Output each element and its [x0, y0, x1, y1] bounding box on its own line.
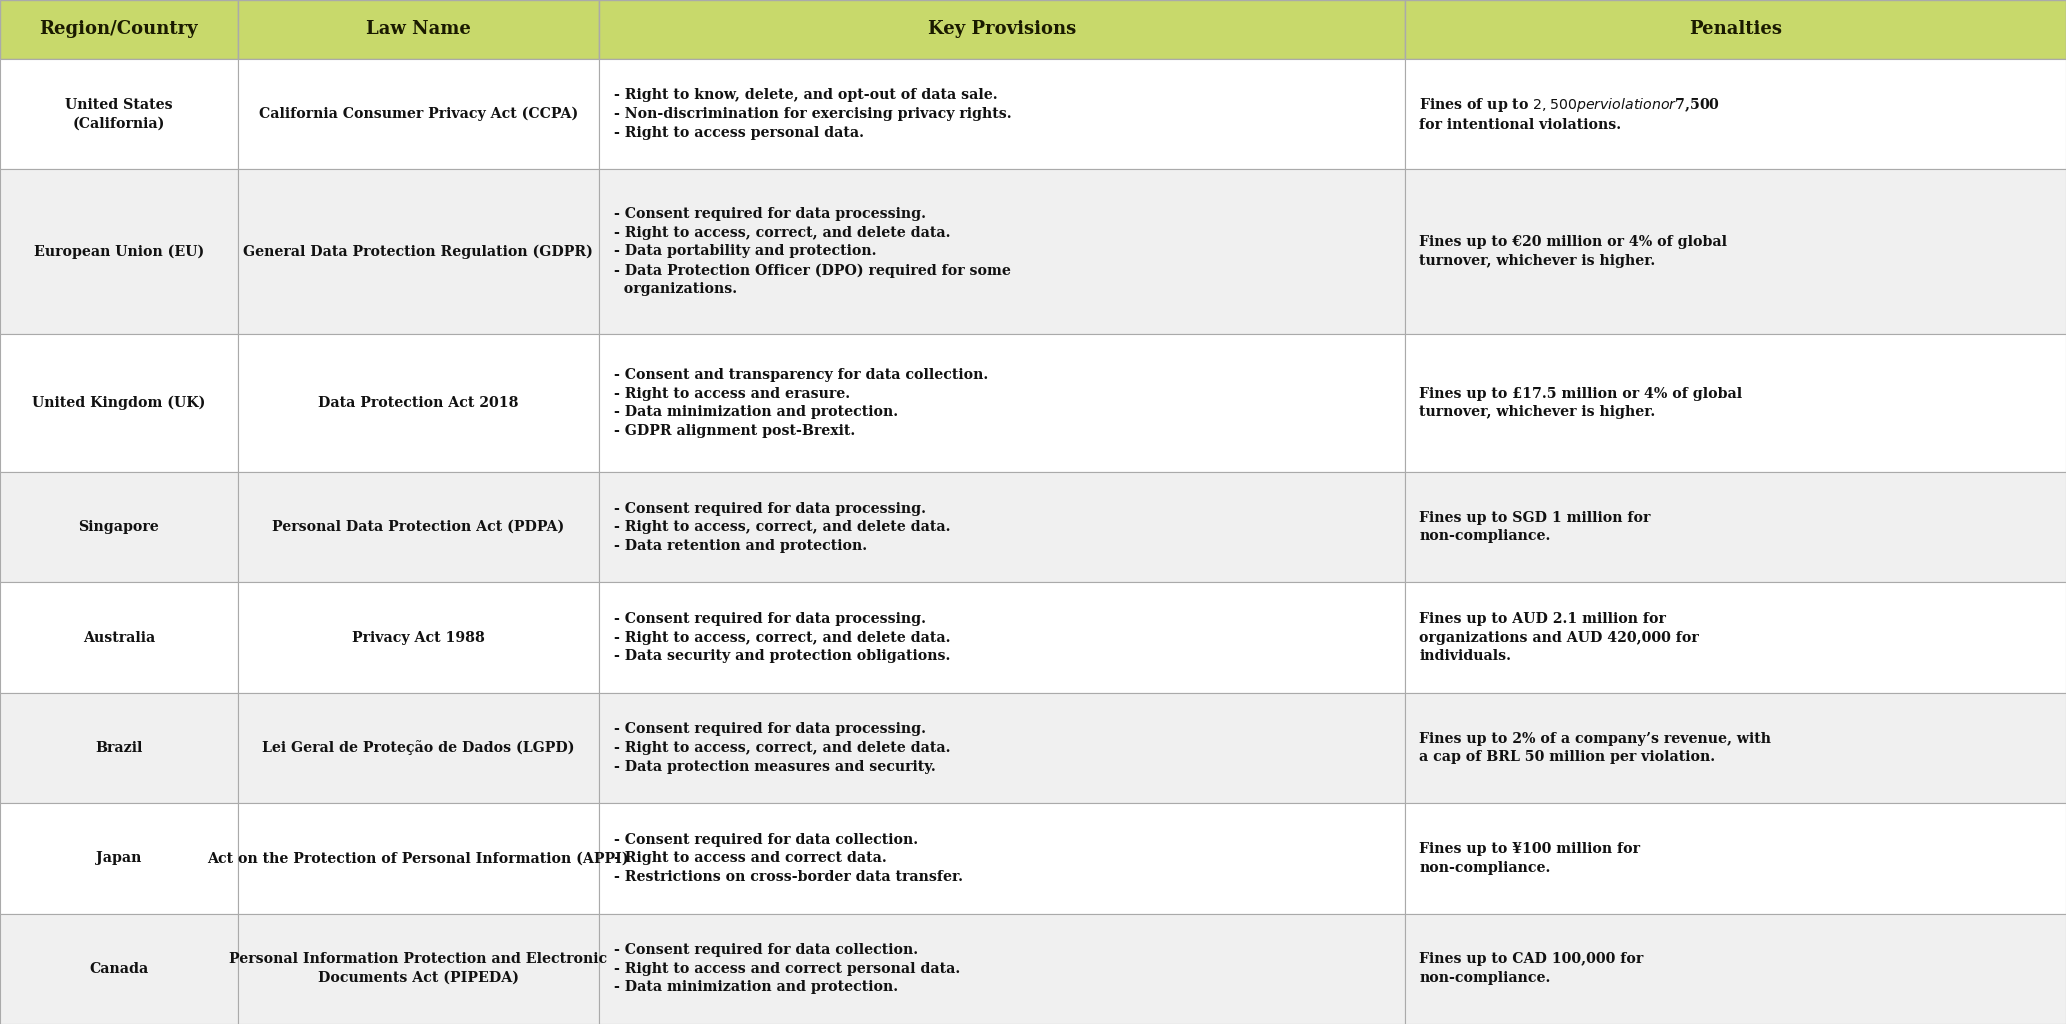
Bar — [599, 0, 1405, 58]
Text: - Consent required for data processing.
- Right to access, correct, and delete d: - Consent required for data processing. … — [614, 722, 950, 773]
Bar — [238, 169, 599, 334]
Text: California Consumer Privacy Act (CCPA): California Consumer Privacy Act (CCPA) — [258, 106, 578, 121]
Text: - Right to know, delete, and opt-out of data sale.
- Non-discrimination for exer: - Right to know, delete, and opt-out of … — [614, 88, 1010, 139]
Text: Key Provisions: Key Provisions — [928, 20, 1076, 38]
Text: - Consent and transparency for data collection.
- Right to access and erasure.
-: - Consent and transparency for data coll… — [614, 369, 988, 438]
Bar — [0, 0, 238, 58]
Bar — [238, 583, 599, 693]
Text: Fines up to ¥100 million for
non-compliance.: Fines up to ¥100 million for non-complia… — [1419, 842, 1640, 874]
Text: Personal Data Protection Act (PDPA): Personal Data Protection Act (PDPA) — [273, 520, 564, 535]
Bar — [0, 334, 238, 472]
Bar — [599, 472, 1405, 583]
Bar — [238, 334, 599, 472]
Bar — [599, 58, 1405, 169]
Text: Privacy Act 1988: Privacy Act 1988 — [351, 631, 486, 644]
Text: European Union (EU): European Union (EU) — [33, 245, 205, 259]
Bar — [0, 583, 238, 693]
Text: - Consent required for data collection.
- Right to access and correct data.
- Re: - Consent required for data collection. … — [614, 833, 963, 884]
Bar — [238, 58, 599, 169]
Text: General Data Protection Regulation (GDPR): General Data Protection Regulation (GDPR… — [244, 245, 593, 259]
Text: Fines up to €20 million or 4% of global
turnover, whichever is higher.: Fines up to €20 million or 4% of global … — [1419, 236, 1727, 268]
Text: Japan: Japan — [97, 851, 140, 865]
Text: Fines of up to $2,500 per violation or $7,500
for intentional violations.: Fines of up to $2,500 per violation or $… — [1419, 95, 1721, 132]
Bar — [0, 693, 238, 803]
Text: Canada: Canada — [89, 962, 149, 976]
Text: Singapore: Singapore — [79, 520, 159, 535]
Bar — [1405, 169, 2066, 334]
Bar — [0, 169, 238, 334]
Bar — [0, 472, 238, 583]
Text: - Consent required for data processing.
- Right to access, correct, and delete d: - Consent required for data processing. … — [614, 502, 950, 553]
Bar — [0, 803, 238, 913]
Bar — [238, 913, 599, 1024]
Bar — [238, 472, 599, 583]
Text: Region/Country: Region/Country — [39, 20, 198, 38]
Text: - Consent required for data processing.
- Right to access, correct, and delete d: - Consent required for data processing. … — [614, 207, 1010, 296]
Bar — [1405, 913, 2066, 1024]
Text: Australia: Australia — [83, 631, 155, 644]
Bar — [1405, 334, 2066, 472]
Text: Fines up to CAD 100,000 for
non-compliance.: Fines up to CAD 100,000 for non-complian… — [1419, 952, 1645, 985]
Text: Fines up to SGD 1 million for
non-compliance.: Fines up to SGD 1 million for non-compli… — [1419, 511, 1651, 544]
Bar — [1405, 583, 2066, 693]
Bar — [1405, 58, 2066, 169]
Text: - Consent required for data collection.
- Right to access and correct personal d: - Consent required for data collection. … — [614, 943, 961, 994]
Bar — [238, 803, 599, 913]
Text: Act on the Protection of Personal Information (APPI): Act on the Protection of Personal Inform… — [207, 851, 630, 865]
Bar — [599, 803, 1405, 913]
Bar — [1405, 803, 2066, 913]
Bar — [0, 58, 238, 169]
Text: United Kingdom (UK): United Kingdom (UK) — [33, 396, 205, 411]
Bar — [599, 334, 1405, 472]
Bar — [238, 693, 599, 803]
Text: Lei Geral de Proteção de Dados (LGPD): Lei Geral de Proteção de Dados (LGPD) — [262, 740, 574, 756]
Bar — [599, 913, 1405, 1024]
Bar — [599, 693, 1405, 803]
Text: United States
(California): United States (California) — [64, 97, 174, 130]
Text: Fines up to £17.5 million or 4% of global
turnover, whichever is higher.: Fines up to £17.5 million or 4% of globa… — [1419, 387, 1742, 420]
Text: Personal Information Protection and Electronic
Documents Act (PIPEDA): Personal Information Protection and Elec… — [229, 952, 607, 985]
Bar — [599, 169, 1405, 334]
Text: Brazil: Brazil — [95, 741, 143, 755]
Text: Fines up to 2% of a company’s revenue, with
a cap of BRL 50 million per violatio: Fines up to 2% of a company’s revenue, w… — [1419, 731, 1771, 764]
Text: Fines up to AUD 2.1 million for
organizations and AUD 420,000 for
individuals.: Fines up to AUD 2.1 million for organiza… — [1419, 612, 1698, 664]
Bar — [0, 913, 238, 1024]
Text: Law Name: Law Name — [366, 20, 471, 38]
Bar — [1405, 472, 2066, 583]
Bar — [238, 0, 599, 58]
Text: Penalties: Penalties — [1688, 20, 1783, 38]
Bar — [1405, 0, 2066, 58]
Text: Data Protection Act 2018: Data Protection Act 2018 — [318, 396, 519, 410]
Text: - Consent required for data processing.
- Right to access, correct, and delete d: - Consent required for data processing. … — [614, 612, 950, 664]
Bar — [599, 583, 1405, 693]
Bar — [1405, 693, 2066, 803]
